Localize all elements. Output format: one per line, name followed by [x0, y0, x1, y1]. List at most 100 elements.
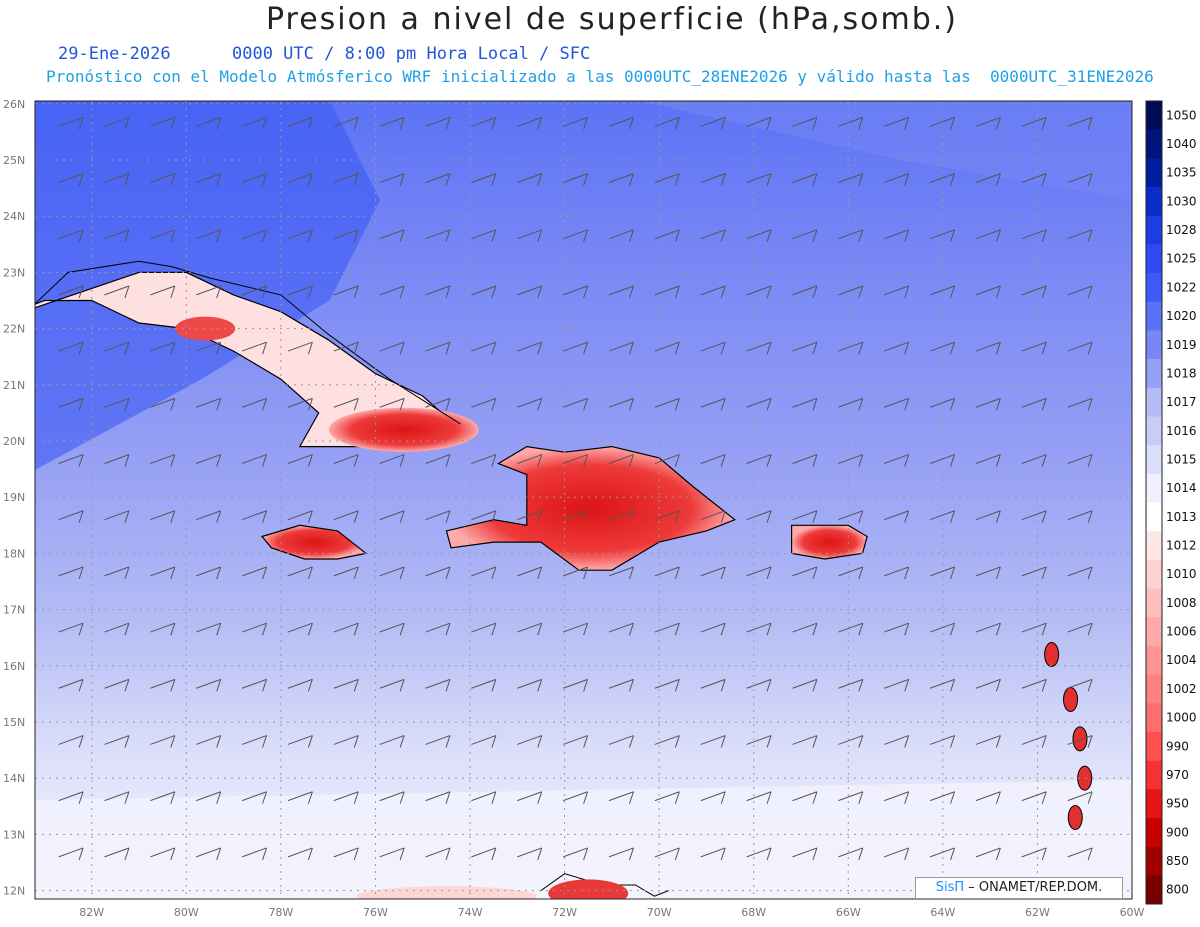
- colorbar-swatch: [1146, 531, 1162, 561]
- wind-barb: [608, 678, 634, 692]
- wind-barb: [608, 341, 634, 355]
- wind-barb: [654, 510, 680, 523]
- wind-barb: [58, 510, 84, 523]
- wind-barb: [196, 622, 222, 636]
- wind-barb: [287, 622, 313, 636]
- colorbar-label: 1000: [1166, 711, 1197, 725]
- wind-barb: [562, 341, 589, 355]
- colorbar-swatch: [1146, 273, 1162, 303]
- wind-barb: [517, 847, 543, 861]
- wind-barb: [150, 116, 176, 130]
- wind-barb: [150, 397, 176, 411]
- wind-barb: [1067, 566, 1093, 580]
- wind-barb: [746, 454, 772, 467]
- wind-barb: [58, 116, 84, 130]
- wind-barb: [654, 735, 680, 748]
- wind-barb: [1067, 173, 1093, 186]
- colorbar-label: 900: [1166, 825, 1189, 839]
- colorbar-label: 1012: [1166, 539, 1197, 553]
- wind-barb: [562, 510, 589, 523]
- wind-barb: [608, 173, 634, 186]
- wind-barb: [1067, 397, 1093, 411]
- wind-barb: [58, 678, 84, 692]
- colorbar-swatch: [1146, 187, 1162, 217]
- wind-barb: [838, 116, 864, 130]
- wind-barb: [654, 173, 680, 186]
- wind-barb: [608, 791, 634, 804]
- colorbar-label: 1050: [1166, 108, 1197, 122]
- wind-barb: [792, 791, 818, 804]
- wind-barb: [150, 678, 176, 692]
- wind-barb: [379, 678, 405, 692]
- wind-barb: [425, 173, 451, 186]
- wind-barb: [517, 397, 543, 411]
- wind-barb: [700, 510, 726, 523]
- map-title: Presion a nivel de superficie (hPa,somb.…: [265, 2, 959, 37]
- wind-barb: [471, 847, 497, 861]
- wind-barb: [333, 341, 359, 355]
- wind-barb: [975, 735, 1001, 748]
- wind-barb: [517, 454, 543, 467]
- wind-barb: [654, 341, 680, 355]
- wind-barb: [150, 285, 176, 299]
- longitude-label: 70W: [647, 906, 672, 919]
- wind-barb: [975, 173, 1001, 186]
- wind-barb: [975, 510, 1001, 523]
- wind-barb: [1067, 510, 1093, 523]
- low-gradient-south: [35, 780, 1132, 899]
- valid-time-subtitle: 29-Ene-2026 0000 UTC / 8:00 pm Hora Loca…: [58, 44, 591, 64]
- wind-barb: [471, 735, 497, 748]
- wind-barb: [654, 397, 680, 411]
- wind-barb: [333, 735, 359, 748]
- wind-barb: [58, 622, 84, 636]
- wind-barb: [58, 735, 84, 748]
- wind-barb: [196, 791, 222, 804]
- wind-barb: [1021, 622, 1047, 636]
- wind-barb: [838, 341, 864, 355]
- wind-barb: [792, 173, 818, 186]
- wind-barb: [104, 735, 130, 748]
- wind-barb: [654, 285, 680, 299]
- wind-barb: [1067, 116, 1093, 130]
- wind-barb: [196, 173, 222, 186]
- wind-barb: [838, 285, 864, 299]
- wind-barb: [792, 341, 818, 355]
- wind-barb: [196, 229, 222, 242]
- colorbar-swatch: [1146, 473, 1162, 503]
- wind-barb: [654, 678, 680, 692]
- latitude-label: 19N: [3, 491, 25, 504]
- wind-barb: [333, 566, 359, 580]
- wind-barb: [287, 735, 313, 748]
- wind-barb: [746, 735, 772, 748]
- colorbar-label: 1017: [1166, 395, 1197, 409]
- wind-barb: [700, 791, 726, 804]
- wind-barb: [929, 678, 956, 692]
- wind-barb: [333, 285, 359, 299]
- colorbar-label: 1030: [1166, 194, 1197, 208]
- wind-barb: [287, 791, 313, 804]
- colorbar-swatch: [1146, 387, 1162, 417]
- wind-barb: [562, 735, 589, 748]
- wind-barb: [975, 454, 1001, 467]
- wind-barb: [471, 285, 497, 299]
- plot-area: [35, 101, 1132, 899]
- colorbar-label: 1035: [1166, 166, 1197, 180]
- colorbar-swatch: [1146, 645, 1162, 675]
- longitude-label: 78W: [268, 906, 293, 919]
- colorbar-frame: [1145, 100, 1163, 905]
- wind-barb: [608, 847, 634, 861]
- colorbar-label: 1019: [1166, 338, 1197, 352]
- wind-barb: [150, 510, 176, 523]
- wind-barb: [517, 678, 543, 692]
- wind-barb: [838, 454, 864, 467]
- colorbar-swatch: [1146, 846, 1162, 876]
- wind-barb: [196, 735, 222, 748]
- wind-barb: [425, 678, 451, 692]
- colorbar-swatch: [1146, 760, 1162, 790]
- wind-barb: [241, 791, 268, 804]
- wind-barb: [104, 566, 130, 580]
- south-pressure-halo: [356, 886, 537, 899]
- colorbar-swatch: [1146, 215, 1162, 245]
- wind-barb: [838, 566, 864, 580]
